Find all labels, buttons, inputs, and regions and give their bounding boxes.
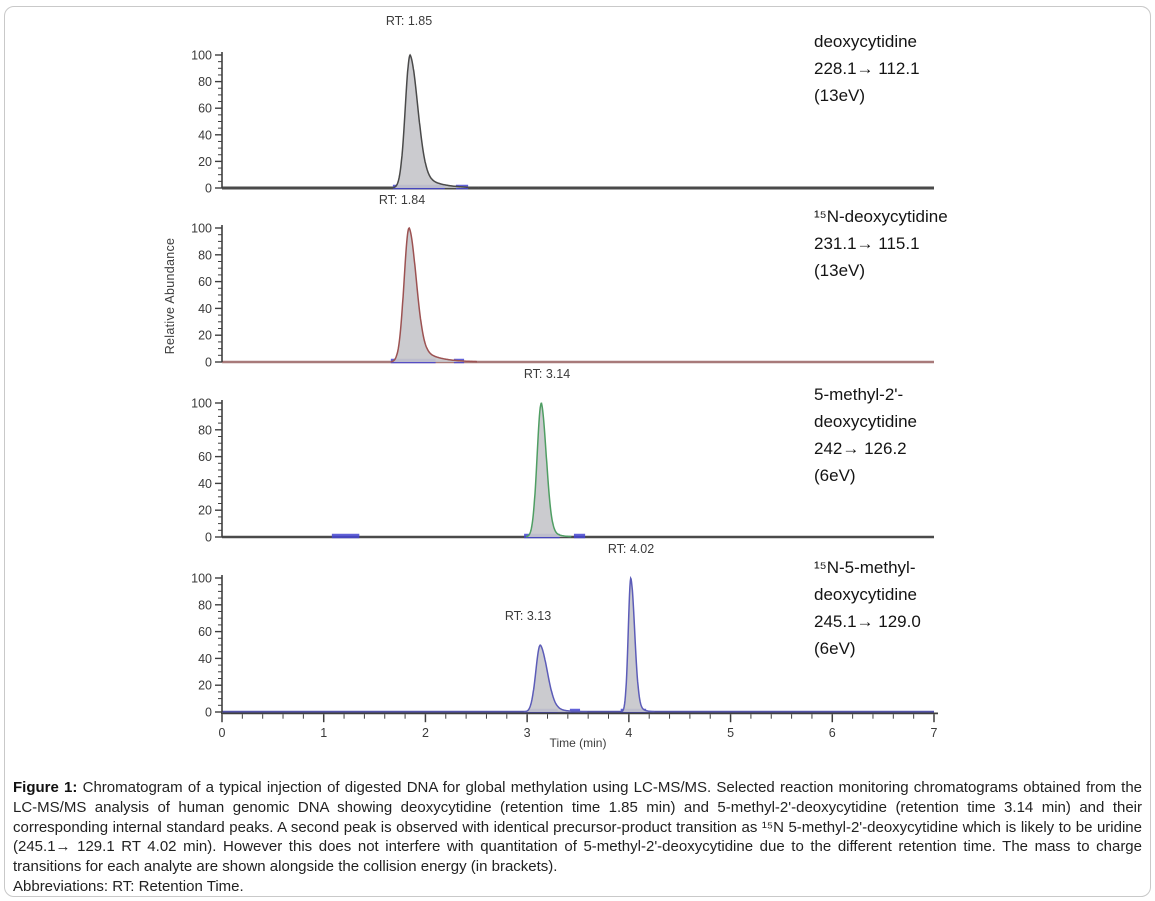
peak-trace xyxy=(523,644,587,713)
y-tick-label: 0 xyxy=(205,531,212,545)
y-tick-label: 100 xyxy=(191,49,212,63)
y-tick-label: 0 xyxy=(205,706,212,720)
chromatogram-plot: 0204060801000204060801000204060801000204… xyxy=(191,49,938,740)
rt-label-15n-deoxycytidine: RT: 1.84 xyxy=(378,193,426,207)
rt-label-5methyl-deoxycytidine: RT: 3.14 xyxy=(523,367,571,381)
annotation-line: deoxycytidine xyxy=(814,32,918,51)
peak-fill xyxy=(526,403,572,537)
annotation-line: (6eV) xyxy=(814,639,856,658)
y-tick-label: 0 xyxy=(205,356,212,370)
peak-trace xyxy=(621,575,655,713)
peak-fill xyxy=(392,55,479,188)
y-tick-label: 40 xyxy=(198,128,212,142)
y-tick-label: 60 xyxy=(198,450,212,464)
annotation-line: (13eV) xyxy=(814,86,866,105)
annotation-line: 245.1→ 129.0 xyxy=(814,612,921,631)
peak-trace xyxy=(392,53,479,189)
peak-fill xyxy=(523,645,588,712)
annotation-line: (13eV) xyxy=(814,261,866,280)
y-tick-label: 80 xyxy=(198,248,212,262)
peak-fill xyxy=(390,228,478,362)
x-tick-label: 6 xyxy=(829,726,836,740)
y-tick-label: 20 xyxy=(198,504,212,518)
caption-label: Figure 1: xyxy=(13,779,78,796)
y-tick-label: 60 xyxy=(198,102,212,116)
figure-caption: Figure 1: Chromatogram of a typical inje… xyxy=(13,778,1142,897)
annotation-5methyl-deoxycytidine: 5-methyl-2'- deoxycytidine 242→ 126.2 (6… xyxy=(814,381,1144,489)
annotation-line: deoxycytidine xyxy=(814,585,918,604)
annotation-line: 242→ 126.2 xyxy=(814,439,907,458)
rt-label-15n-5methyl-peak: RT: 3.13 xyxy=(504,609,552,623)
annotation-line: ¹⁵N-deoxycytidine xyxy=(814,207,948,226)
rt-label-uridine-peak: RT: 4.02 xyxy=(607,542,655,556)
y-tick-label: 20 xyxy=(198,679,212,693)
annotation-line: 5-methyl-2'- xyxy=(814,385,904,404)
y-tick-label: 100 xyxy=(191,397,212,411)
annotation-line: deoxycytidine xyxy=(814,412,918,431)
y-tick-label: 0 xyxy=(205,182,212,196)
annotation-line: (6eV) xyxy=(814,466,856,485)
y-tick-label: 40 xyxy=(198,477,212,491)
y-tick-label: 20 xyxy=(198,155,212,169)
y-tick-label: 60 xyxy=(198,275,212,289)
peak-trace xyxy=(390,226,478,363)
y-tick-label: 80 xyxy=(198,75,212,89)
rt-label-deoxycytidine: RT: 1.85 xyxy=(385,14,433,28)
y-tick-label: 40 xyxy=(198,652,212,666)
caption-text: Chromatogram of a typical injection of d… xyxy=(13,779,1143,876)
y-tick-label: 80 xyxy=(198,423,212,437)
peak-trace xyxy=(525,402,572,538)
y-tick-label: 40 xyxy=(198,302,212,316)
x-tick-label: 7 xyxy=(931,726,938,740)
y-axis-title: Relative Abundance xyxy=(163,237,177,355)
y-tick-label: 20 xyxy=(198,329,212,343)
annotation-line: ¹⁵N-5-methyl- xyxy=(814,558,916,577)
x-axis-title: Time (min) xyxy=(549,736,607,750)
annotation-15n-5methyl-deoxycytidine: ¹⁵N-5-methyl- deoxycytidine 245.1→ 129.0… xyxy=(814,554,1144,662)
annotation-15n-deoxycytidine: ¹⁵N-deoxycytidine 231.1→ 115.1 (13eV) xyxy=(814,203,1144,284)
peak-fill xyxy=(621,578,655,712)
x-tick-label: 5 xyxy=(727,726,734,740)
x-tick-label: 3 xyxy=(524,726,531,740)
annotation-deoxycytidine: deoxycytidine 228.1→ 112.1 (13eV) xyxy=(814,28,1144,109)
caption-abbreviations: Abbreviations: RT: Retention Time. xyxy=(13,877,244,895)
y-tick-label: 60 xyxy=(198,625,212,639)
x-tick-label: 4 xyxy=(625,726,632,740)
annotation-line: 231.1→ 115.1 xyxy=(814,234,920,253)
y-tick-label: 100 xyxy=(191,572,212,586)
x-tick-label: 1 xyxy=(320,726,327,740)
y-tick-label: 100 xyxy=(191,222,212,236)
y-tick-label: 80 xyxy=(198,598,212,612)
x-tick-label: 0 xyxy=(219,726,226,740)
annotation-line: 228.1→ 112.1 xyxy=(814,59,920,78)
x-tick-label: 2 xyxy=(422,726,429,740)
